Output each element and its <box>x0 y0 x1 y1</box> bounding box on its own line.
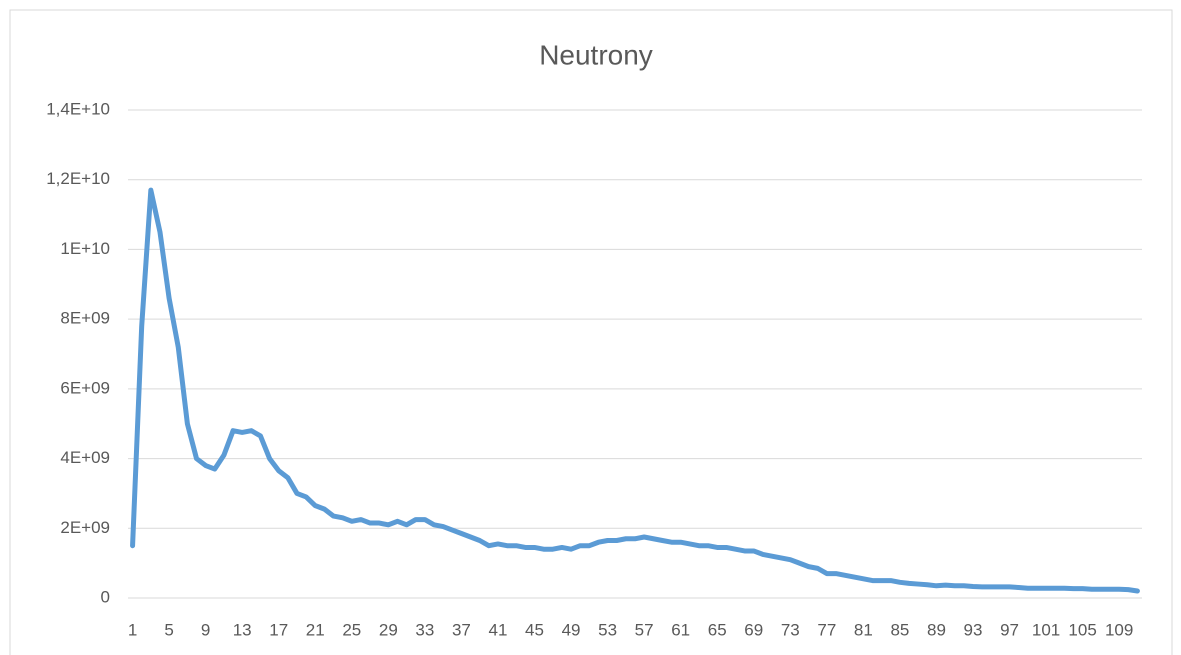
y-tick-label: 0 <box>101 587 110 606</box>
x-tick-label: 33 <box>415 620 434 639</box>
x-tick-label: 85 <box>890 620 909 639</box>
x-tick-label: 45 <box>525 620 544 639</box>
x-tick-label: 89 <box>927 620 946 639</box>
y-tick-label: 1,4E+10 <box>46 99 110 118</box>
chart-title: Neutrony <box>539 39 653 70</box>
x-tick-label: 25 <box>342 620 361 639</box>
x-tick-label: 109 <box>1105 620 1133 639</box>
chart-border <box>9 9 1173 655</box>
x-tick-label: 77 <box>817 620 836 639</box>
y-tick-label: 1E+10 <box>60 239 110 258</box>
y-tick-label: 8E+09 <box>60 309 110 328</box>
x-tick-label: 5 <box>164 620 173 639</box>
x-tick-label: 9 <box>201 620 210 639</box>
x-tick-label: 57 <box>635 620 654 639</box>
x-tick-label: 53 <box>598 620 617 639</box>
y-tick-label: 1,2E+10 <box>46 169 110 188</box>
x-tick-label: 97 <box>1000 620 1019 639</box>
x-tick-label: 49 <box>562 620 581 639</box>
y-tick-label: 4E+09 <box>60 448 110 467</box>
y-tick-label: 2E+09 <box>60 518 110 537</box>
y-tick-label: 6E+09 <box>60 378 110 397</box>
x-tick-label: 65 <box>708 620 727 639</box>
x-tick-label: 69 <box>744 620 763 639</box>
x-tick-label: 105 <box>1068 620 1096 639</box>
x-tick-label: 61 <box>671 620 690 639</box>
x-tick-label: 101 <box>1032 620 1060 639</box>
data-line <box>130 187 1140 594</box>
x-tick-label: 81 <box>854 620 873 639</box>
x-tick-label: 13 <box>233 620 252 639</box>
x-tick-label: 1 <box>128 620 137 639</box>
x-tick-label: 41 <box>489 620 508 639</box>
x-tick-label: 37 <box>452 620 471 639</box>
x-tick-label: 73 <box>781 620 800 639</box>
x-tick-label: 29 <box>379 620 398 639</box>
x-tick-label: 93 <box>964 620 983 639</box>
x-tick-label: 21 <box>306 620 325 639</box>
x-tick-label: 17 <box>269 620 288 639</box>
